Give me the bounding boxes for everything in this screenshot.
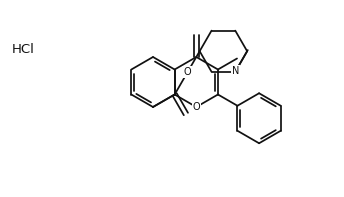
Text: O: O xyxy=(183,67,191,77)
Text: N: N xyxy=(232,66,239,76)
Text: O: O xyxy=(193,102,200,112)
Text: HCl: HCl xyxy=(12,43,35,56)
